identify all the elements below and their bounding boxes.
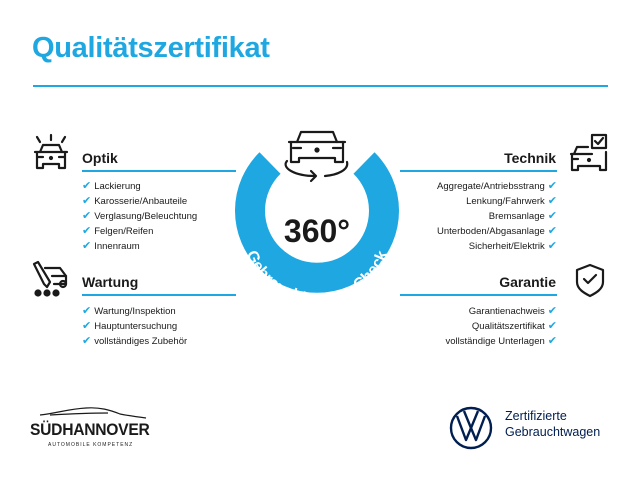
list-item: Bremsanlage ✔ [437,209,557,224]
list-item: Garantienachweis ✔ [445,304,557,319]
check-icon: ✔ [82,195,92,207]
optik-divider [82,170,236,172]
badge-value: 360° [284,213,350,249]
item-label: Bremsanlage [488,211,545,222]
title-divider [33,85,608,87]
shield-check-icon [574,262,606,298]
check-icon: ✔ [82,180,92,192]
item-label: Lenkung/Fahrwerk [466,196,545,207]
item-label: Innenraum [94,241,140,252]
list-item: ✔ Innenraum [82,239,197,254]
list-item: vollständige Unterlagen ✔ [445,334,557,349]
dealer-name: SÜDHANNOVER [30,420,150,439]
list-item: Sicherheit/Elektrik ✔ [437,239,557,254]
wartung-divider [82,294,236,296]
check-icon: ✔ [547,305,557,317]
section-heading-technik: Technik [504,150,556,166]
item-label: Sicherheit/Elektrik [468,241,545,252]
check-icon: ✔ [82,320,92,332]
item-label: Karosserie/Anbauteile [94,196,188,207]
list-item: ✔ Hauptuntersuchung [82,319,187,334]
item-label: Lackierung [94,181,141,192]
check-icon: ✔ [547,180,557,192]
optik-list: ✔ Lackierung ✔ Karosserie/Anbauteile ✔ Verg… [82,179,197,254]
check-icon: ✔ [82,335,92,347]
wartung-list: ✔ Wartung/Inspektion ✔ Hauptuntersuchung ✔… [82,304,187,349]
page-title: Qualitätszertifikat [32,32,270,64]
item-label: Garantienachweis [468,306,545,317]
list-item: ✔ Lackierung [82,179,197,194]
vw-text-line1: Zertifizierte [505,409,567,423]
vw-text-line2: Gebrauchtwagen [505,425,601,439]
technik-divider [400,170,557,172]
item-label: vollständige Unterlagen [445,336,545,347]
item-label: Qualitätszertifikat [471,321,545,332]
check-icon: ✔ [82,240,92,252]
360-check-badge: 360° Gebrauchtwagen-Check [235,130,399,307]
check-icon: ✔ [547,225,557,237]
section-heading-wartung: Wartung [82,274,139,290]
list-item: ✔ Verglasung/Beleuchtung [82,209,197,224]
car-checklist-icon [568,132,610,174]
garantie-divider [400,294,557,296]
item-label: Felgen/Reifen [94,226,154,237]
check-icon: ✔ [547,210,557,222]
check-icon: ✔ [82,305,92,317]
car-rotate-icon [284,130,349,183]
check-icon: ✔ [547,320,557,332]
item-label: Hauptuntersuchung [94,321,178,332]
item-label: vollständiges Zubehör [94,336,188,347]
item-label: Verglasung/Beleuchtung [94,211,198,222]
list-item: ✔ vollständiges Zubehör [82,334,187,349]
dealer-tagline: AUTOMOBILE KOMPETENZ [48,442,134,448]
vw-logo-icon [449,406,493,455]
car-lights-icon [30,132,72,174]
list-item: ✔ Wartung/Inspektion [82,304,187,319]
list-item: Aggregate/Antriebsstrang ✔ [437,179,557,194]
garantie-list: Garantienachweis ✔ Qualitätszertifikat ✔ v… [445,304,557,349]
check-icon: ✔ [82,225,92,237]
suedhannover-logo: SÜDHANNOVER AUTOMOBILE KOMPETENZ [30,405,150,451]
list-item: Lenkung/Fahrwerk ✔ [437,194,557,209]
vw-certified-text: Zertifizierte Gebrauchtwagen [505,408,600,440]
check-icon: ✔ [547,335,557,347]
list-item: ✔ Felgen/Reifen [82,224,197,239]
list-item: Qualitätszertifikat ✔ [445,319,557,334]
list-item: Unterboden/Abgasanlage ✔ [437,224,557,239]
check-icon: ✔ [82,210,92,222]
check-icon: ✔ [547,195,557,207]
section-heading-garantie: Garantie [499,274,556,290]
item-label: Wartung/Inspektion [94,306,176,317]
badge-ring [235,152,399,293]
check-icon: ✔ [547,240,557,252]
section-heading-optik: Optik [82,150,118,166]
item-label: Unterboden/Abgasanlage [437,226,545,237]
technik-list: Aggregate/Antriebsstrang ✔ Lenkung/Fahrwe… [437,179,557,254]
service-tools-icon [30,260,72,298]
item-label: Aggregate/Antriebsstrang [437,181,545,192]
list-item: ✔ Karosserie/Anbauteile [82,194,197,209]
car-silhouette-icon [39,407,147,419]
